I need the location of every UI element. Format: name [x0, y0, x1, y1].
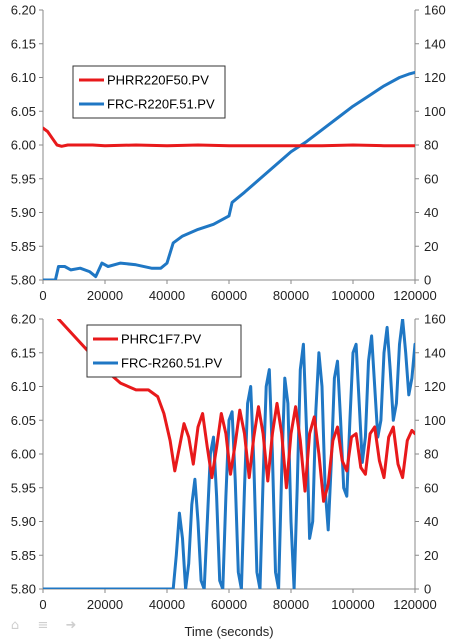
- y-right-tick-label: 0: [424, 273, 431, 288]
- y-left-tick-label: 6.05: [11, 104, 36, 119]
- chart-panel-top: 5.80 5.85 5.90 5.95 6.00 6.05 6.10 6.15 6.20 0 20 4…: [11, 3, 446, 304]
- x-tick-label: 0: [39, 597, 46, 612]
- y-left-tick-label: 6.20: [11, 312, 36, 327]
- y-left-tick-label: 6.00: [11, 447, 36, 462]
- y-right-tick-label: 40: [424, 514, 438, 529]
- y-right-tick-label: 140: [424, 345, 446, 360]
- x-tick-label: 120000: [393, 288, 436, 303]
- y-right-tick-label: 20: [424, 548, 438, 563]
- home-icon[interactable]: ⌂: [10, 617, 20, 633]
- y-right-tick-label: 60: [424, 480, 438, 495]
- y-right-tick-label: 160: [424, 312, 446, 327]
- y-right-tick-label: 80: [424, 138, 438, 153]
- series-line-right-axis: [43, 319, 415, 589]
- y-right-tick-label: 60: [424, 171, 438, 186]
- x-tick-label: 20000: [87, 288, 123, 303]
- y-left-tick-label: 5.95: [11, 171, 36, 186]
- y-right-tick-label: 20: [424, 239, 438, 254]
- series-line-left-axis: [43, 126, 415, 148]
- y-right-tick-label: 40: [424, 205, 438, 220]
- y-left-tick-label: 5.80: [11, 582, 36, 597]
- y-left-tick-label: 6.10: [11, 70, 36, 85]
- x-tick-label: 80000: [273, 288, 309, 303]
- y-left-tick-label: 5.85: [11, 239, 36, 254]
- y-left-tick-label: 5.95: [11, 480, 36, 495]
- y-left-tick-label: 5.80: [11, 273, 36, 288]
- y-right-tick-label: 80: [424, 447, 438, 462]
- y-left-tick-label: 5.90: [11, 514, 36, 529]
- chart-panel-bottom: 5.80 5.85 5.90 5.95 6.00 6.05 6.10 6.15 6.20 0 20 4…: [11, 312, 446, 613]
- y-left-tick-label: 6.00: [11, 138, 36, 153]
- legend-label: FRC-R220F.51.PV: [107, 97, 215, 112]
- menu-icon[interactable]: ≡: [37, 617, 49, 633]
- y-right-tick-label: 140: [424, 36, 446, 51]
- x-axis-title: Time (seconds): [184, 624, 273, 639]
- series-line-right-axis: [43, 70, 415, 280]
- y-right-tick-label: 100: [424, 413, 446, 428]
- x-tick-label: 20000: [87, 597, 123, 612]
- y-left-tick-label: 5.85: [11, 548, 36, 563]
- x-tick-label: 100000: [331, 597, 374, 612]
- y-left-tick-label: 6.15: [11, 345, 36, 360]
- legend-label: FRC-R260.51.PV: [121, 356, 222, 371]
- legend-box: [72, 65, 226, 119]
- x-tick-label: 60000: [211, 597, 247, 612]
- x-tick-label: 0: [39, 288, 46, 303]
- y-right-tick-label: 100: [424, 104, 446, 119]
- y-left-tick-label: 6.15: [11, 36, 36, 51]
- x-tick-label: 100000: [331, 288, 374, 303]
- legend: PHRR220F50.PV FRC-R220F.51.PV: [72, 65, 226, 119]
- legend-label: PHRC1F7.PV: [121, 332, 202, 347]
- y-left-tick-label: 6.05: [11, 413, 36, 428]
- y-right-tick-label: 160: [424, 3, 446, 18]
- x-tick-label: 80000: [273, 597, 309, 612]
- forward-arrow-icon[interactable]: ➜: [65, 617, 77, 633]
- y-right-tick-label: 120: [424, 70, 446, 85]
- series-line-left-axis: [57, 319, 415, 503]
- x-tick-label: 40000: [149, 288, 185, 303]
- legend-label: PHRR220F50.PV: [107, 73, 209, 88]
- y-left-tick-label: 6.10: [11, 379, 36, 394]
- viewer-toolbar: ⌂ ≡ ➜: [6, 617, 80, 635]
- x-tick-label: 120000: [393, 597, 436, 612]
- y-left-tick-label: 5.90: [11, 205, 36, 220]
- legend-box: [86, 324, 242, 378]
- legend: PHRC1F7.PV FRC-R260.51.PV: [86, 324, 242, 378]
- y-right-tick-label: 0: [424, 582, 431, 597]
- y-left-tick-label: 6.20: [11, 3, 36, 18]
- x-tick-label: 60000: [211, 288, 247, 303]
- x-tick-label: 40000: [149, 597, 185, 612]
- y-right-tick-label: 120: [424, 379, 446, 394]
